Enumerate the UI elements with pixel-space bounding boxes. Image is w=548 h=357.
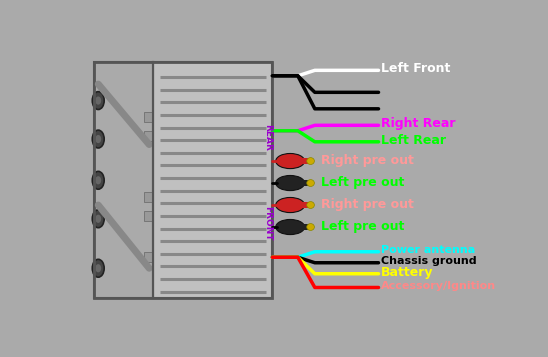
Ellipse shape — [92, 210, 104, 228]
Text: Power antenna: Power antenna — [381, 245, 475, 255]
Text: Left pre out: Left pre out — [321, 176, 404, 189]
Bar — [144, 192, 152, 202]
Bar — [144, 252, 152, 262]
Text: Right pre out: Right pre out — [321, 154, 414, 167]
Ellipse shape — [307, 180, 315, 186]
Bar — [144, 112, 152, 122]
Bar — [94, 62, 272, 298]
Ellipse shape — [95, 96, 101, 105]
Ellipse shape — [307, 223, 315, 231]
Text: Left Rear: Left Rear — [381, 134, 446, 147]
Text: Right Rear: Right Rear — [381, 117, 455, 130]
Text: FRONT: FRONT — [262, 206, 272, 240]
Ellipse shape — [92, 171, 104, 189]
Ellipse shape — [92, 259, 104, 277]
Ellipse shape — [276, 154, 305, 169]
Ellipse shape — [95, 215, 101, 223]
Ellipse shape — [95, 264, 101, 272]
Bar — [144, 211, 152, 221]
Text: REAR: REAR — [262, 124, 272, 151]
Bar — [301, 180, 309, 186]
Text: Left pre out: Left pre out — [321, 220, 404, 233]
Ellipse shape — [307, 157, 315, 165]
Bar — [153, 62, 272, 298]
Bar — [94, 62, 153, 298]
Ellipse shape — [92, 130, 104, 148]
Text: Battery: Battery — [381, 266, 433, 279]
Ellipse shape — [95, 176, 101, 185]
Bar — [144, 131, 152, 141]
Bar — [301, 158, 309, 164]
Ellipse shape — [276, 220, 305, 235]
Text: Chassis ground: Chassis ground — [381, 256, 476, 266]
Ellipse shape — [92, 92, 104, 110]
Ellipse shape — [276, 197, 305, 212]
Ellipse shape — [307, 202, 315, 208]
Bar — [301, 224, 309, 230]
Ellipse shape — [95, 135, 101, 143]
Text: Left Front: Left Front — [381, 62, 450, 75]
Ellipse shape — [276, 176, 305, 191]
Text: Accessory/Ignition: Accessory/Ignition — [381, 281, 496, 291]
Text: Right pre out: Right pre out — [321, 198, 414, 211]
Bar — [301, 202, 309, 208]
